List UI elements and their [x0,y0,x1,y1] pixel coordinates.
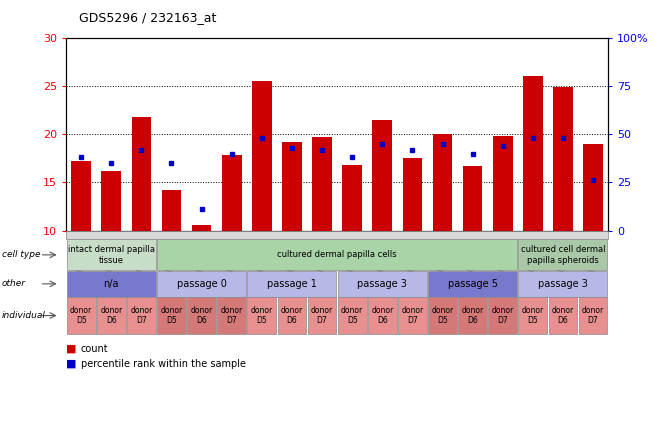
Text: donor
D6: donor D6 [461,306,484,325]
Text: passage 5: passage 5 [447,279,498,289]
Bar [192,225,212,231]
Text: passage 3: passage 3 [358,279,407,289]
Bar [583,144,603,231]
Text: other: other [2,279,26,288]
Text: donor
D5: donor D5 [251,306,273,325]
Text: donor
D5: donor D5 [522,306,544,325]
Text: cultured cell dermal
papilla spheroids: cultured cell dermal papilla spheroids [521,245,605,264]
Text: passage 1: passage 1 [267,279,317,289]
Bar [523,76,543,231]
Text: individual: individual [2,311,46,320]
Text: donor
D5: donor D5 [341,306,364,325]
Text: donor
D7: donor D7 [582,306,604,325]
Text: cultured dermal papilla cells: cultured dermal papilla cells [278,250,397,259]
Bar [342,165,362,231]
Text: donor
D5: donor D5 [432,306,453,325]
Text: n/a: n/a [104,279,119,289]
Text: donor
D5: donor D5 [70,306,93,325]
Bar [222,154,241,231]
Text: passage 3: passage 3 [538,279,588,289]
Bar [403,158,422,231]
Text: donor
D5: donor D5 [161,306,182,325]
Text: donor
D7: donor D7 [221,306,243,325]
Text: ■: ■ [66,344,77,354]
Text: count: count [81,344,108,354]
Text: donor
D6: donor D6 [552,306,574,325]
Bar [493,136,512,231]
Text: donor
D7: donor D7 [311,306,333,325]
Bar [162,190,181,231]
Bar [373,120,392,231]
Bar [71,161,91,231]
Text: intact dermal papilla
tissue: intact dermal papilla tissue [68,245,155,264]
Bar [282,142,301,231]
Text: passage 0: passage 0 [176,279,227,289]
Text: donor
D6: donor D6 [371,306,393,325]
Bar [102,171,121,231]
Text: GDS5296 / 232163_at: GDS5296 / 232163_at [79,11,217,24]
Bar [252,81,272,231]
Bar [553,87,572,231]
Text: donor
D6: donor D6 [100,306,122,325]
Bar [463,166,483,231]
Text: donor
D6: donor D6 [190,306,213,325]
Text: cell type: cell type [2,250,40,259]
Bar [132,117,151,231]
Text: donor
D6: donor D6 [281,306,303,325]
Bar [433,135,452,231]
Text: donor
D7: donor D7 [492,306,514,325]
Bar [312,137,332,231]
Text: ■: ■ [66,359,77,369]
Text: donor
D7: donor D7 [130,306,153,325]
Text: percentile rank within the sample: percentile rank within the sample [81,359,246,369]
Text: donor
D7: donor D7 [401,306,424,325]
